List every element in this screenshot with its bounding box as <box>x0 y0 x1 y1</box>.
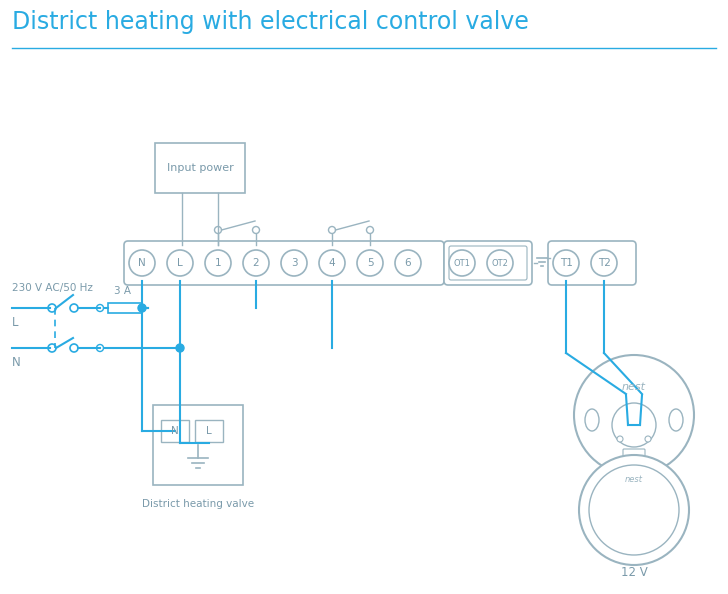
Text: L: L <box>12 316 18 329</box>
Circle shape <box>138 304 146 312</box>
Text: 2: 2 <box>253 258 259 268</box>
Circle shape <box>281 250 307 276</box>
FancyBboxPatch shape <box>195 420 223 442</box>
Circle shape <box>591 250 617 276</box>
Text: N: N <box>138 258 146 268</box>
Text: nest: nest <box>622 382 646 392</box>
Circle shape <box>70 304 78 312</box>
Circle shape <box>176 344 184 352</box>
Text: Input power: Input power <box>167 163 234 173</box>
Text: District heating with electrical control valve: District heating with electrical control… <box>12 10 529 34</box>
Text: N: N <box>12 356 21 369</box>
Circle shape <box>48 304 56 312</box>
Text: 3: 3 <box>290 258 297 268</box>
FancyBboxPatch shape <box>623 449 645 463</box>
Text: nest: nest <box>625 476 643 485</box>
Circle shape <box>129 250 155 276</box>
FancyBboxPatch shape <box>548 241 636 285</box>
Text: OT1: OT1 <box>454 258 470 267</box>
Circle shape <box>589 465 679 555</box>
Circle shape <box>97 345 103 352</box>
FancyBboxPatch shape <box>161 420 189 442</box>
Text: District heating valve: District heating valve <box>142 499 254 509</box>
Circle shape <box>243 250 269 276</box>
Circle shape <box>319 250 345 276</box>
Circle shape <box>48 344 56 352</box>
Text: 4: 4 <box>328 258 336 268</box>
Text: 12 V: 12 V <box>621 566 647 579</box>
Ellipse shape <box>669 409 683 431</box>
Text: 3 A: 3 A <box>114 286 130 296</box>
Text: 1: 1 <box>215 258 221 268</box>
Text: 230 V AC/50 Hz: 230 V AC/50 Hz <box>12 283 93 293</box>
Text: L: L <box>206 426 212 436</box>
Circle shape <box>617 436 623 442</box>
FancyBboxPatch shape <box>155 143 245 193</box>
Circle shape <box>395 250 421 276</box>
Circle shape <box>487 250 513 276</box>
Circle shape <box>205 250 231 276</box>
Circle shape <box>645 436 651 442</box>
FancyBboxPatch shape <box>124 241 444 285</box>
Circle shape <box>97 305 103 311</box>
Ellipse shape <box>612 403 656 447</box>
Circle shape <box>215 226 221 233</box>
Circle shape <box>167 250 193 276</box>
Text: 5: 5 <box>367 258 373 268</box>
Circle shape <box>357 250 383 276</box>
FancyBboxPatch shape <box>444 241 532 285</box>
Text: L: L <box>177 258 183 268</box>
Circle shape <box>253 226 259 233</box>
Text: N: N <box>171 426 179 436</box>
Circle shape <box>449 250 475 276</box>
FancyBboxPatch shape <box>108 303 142 313</box>
Circle shape <box>553 250 579 276</box>
FancyBboxPatch shape <box>153 405 243 485</box>
Ellipse shape <box>585 409 599 431</box>
Text: T1: T1 <box>560 258 572 268</box>
Circle shape <box>366 226 373 233</box>
Circle shape <box>574 355 694 475</box>
Text: T2: T2 <box>598 258 611 268</box>
Text: OT2: OT2 <box>491 258 508 267</box>
Circle shape <box>328 226 336 233</box>
Circle shape <box>579 455 689 565</box>
Circle shape <box>70 344 78 352</box>
Text: 6: 6 <box>405 258 411 268</box>
